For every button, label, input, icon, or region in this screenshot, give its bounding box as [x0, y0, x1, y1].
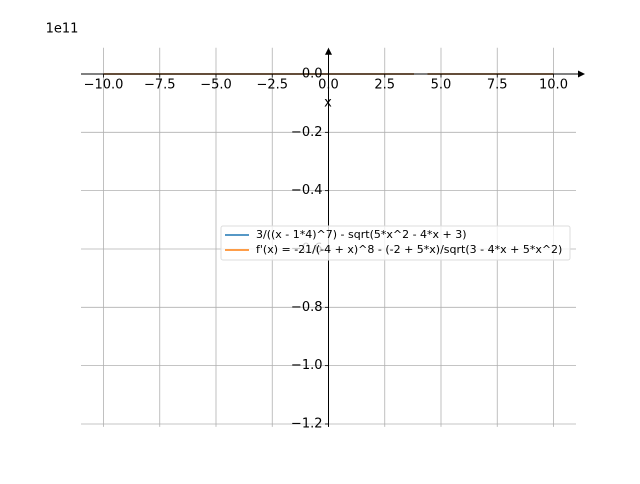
legend: 3/((x - 1*4)^7) - sqrt(5*x^2 - 4*x + 3) f… [220, 225, 571, 261]
y-axis-arrow [325, 47, 332, 55]
x-tick-label: 5.0 [431, 77, 452, 92]
x-tick-label: −7.5 [144, 77, 176, 92]
x-axis-arrow [578, 70, 585, 78]
y-tick-label: −0.4 [291, 183, 323, 198]
offset-label: 1e11 [46, 22, 79, 37]
x-tick-label: 7.5 [487, 77, 508, 92]
y-tick-label: −1.2 [291, 416, 323, 431]
y-tick-label: −0.8 [291, 300, 323, 315]
y-tick-label: −1.0 [291, 358, 323, 373]
legend-label: 3/((x - 1*4)^7) - sqrt(5*x^2 - 4*x + 3) [256, 228, 467, 241]
x-tick-label: 2.5 [374, 77, 395, 92]
x-tick-label: −5.0 [200, 77, 232, 92]
y-tick-label: −0.2 [291, 125, 323, 140]
legend-box [220, 225, 571, 261]
x-tick-label: 10.0 [539, 77, 568, 92]
x-tick-label: −10.0 [84, 77, 124, 92]
legend-label: f'(x) = -21/(-4 + x)^8 - (-2 + 5*x)/sqrt… [256, 243, 562, 256]
x-axis-label: x [324, 96, 332, 111]
x-tick-label: −2.5 [256, 77, 288, 92]
